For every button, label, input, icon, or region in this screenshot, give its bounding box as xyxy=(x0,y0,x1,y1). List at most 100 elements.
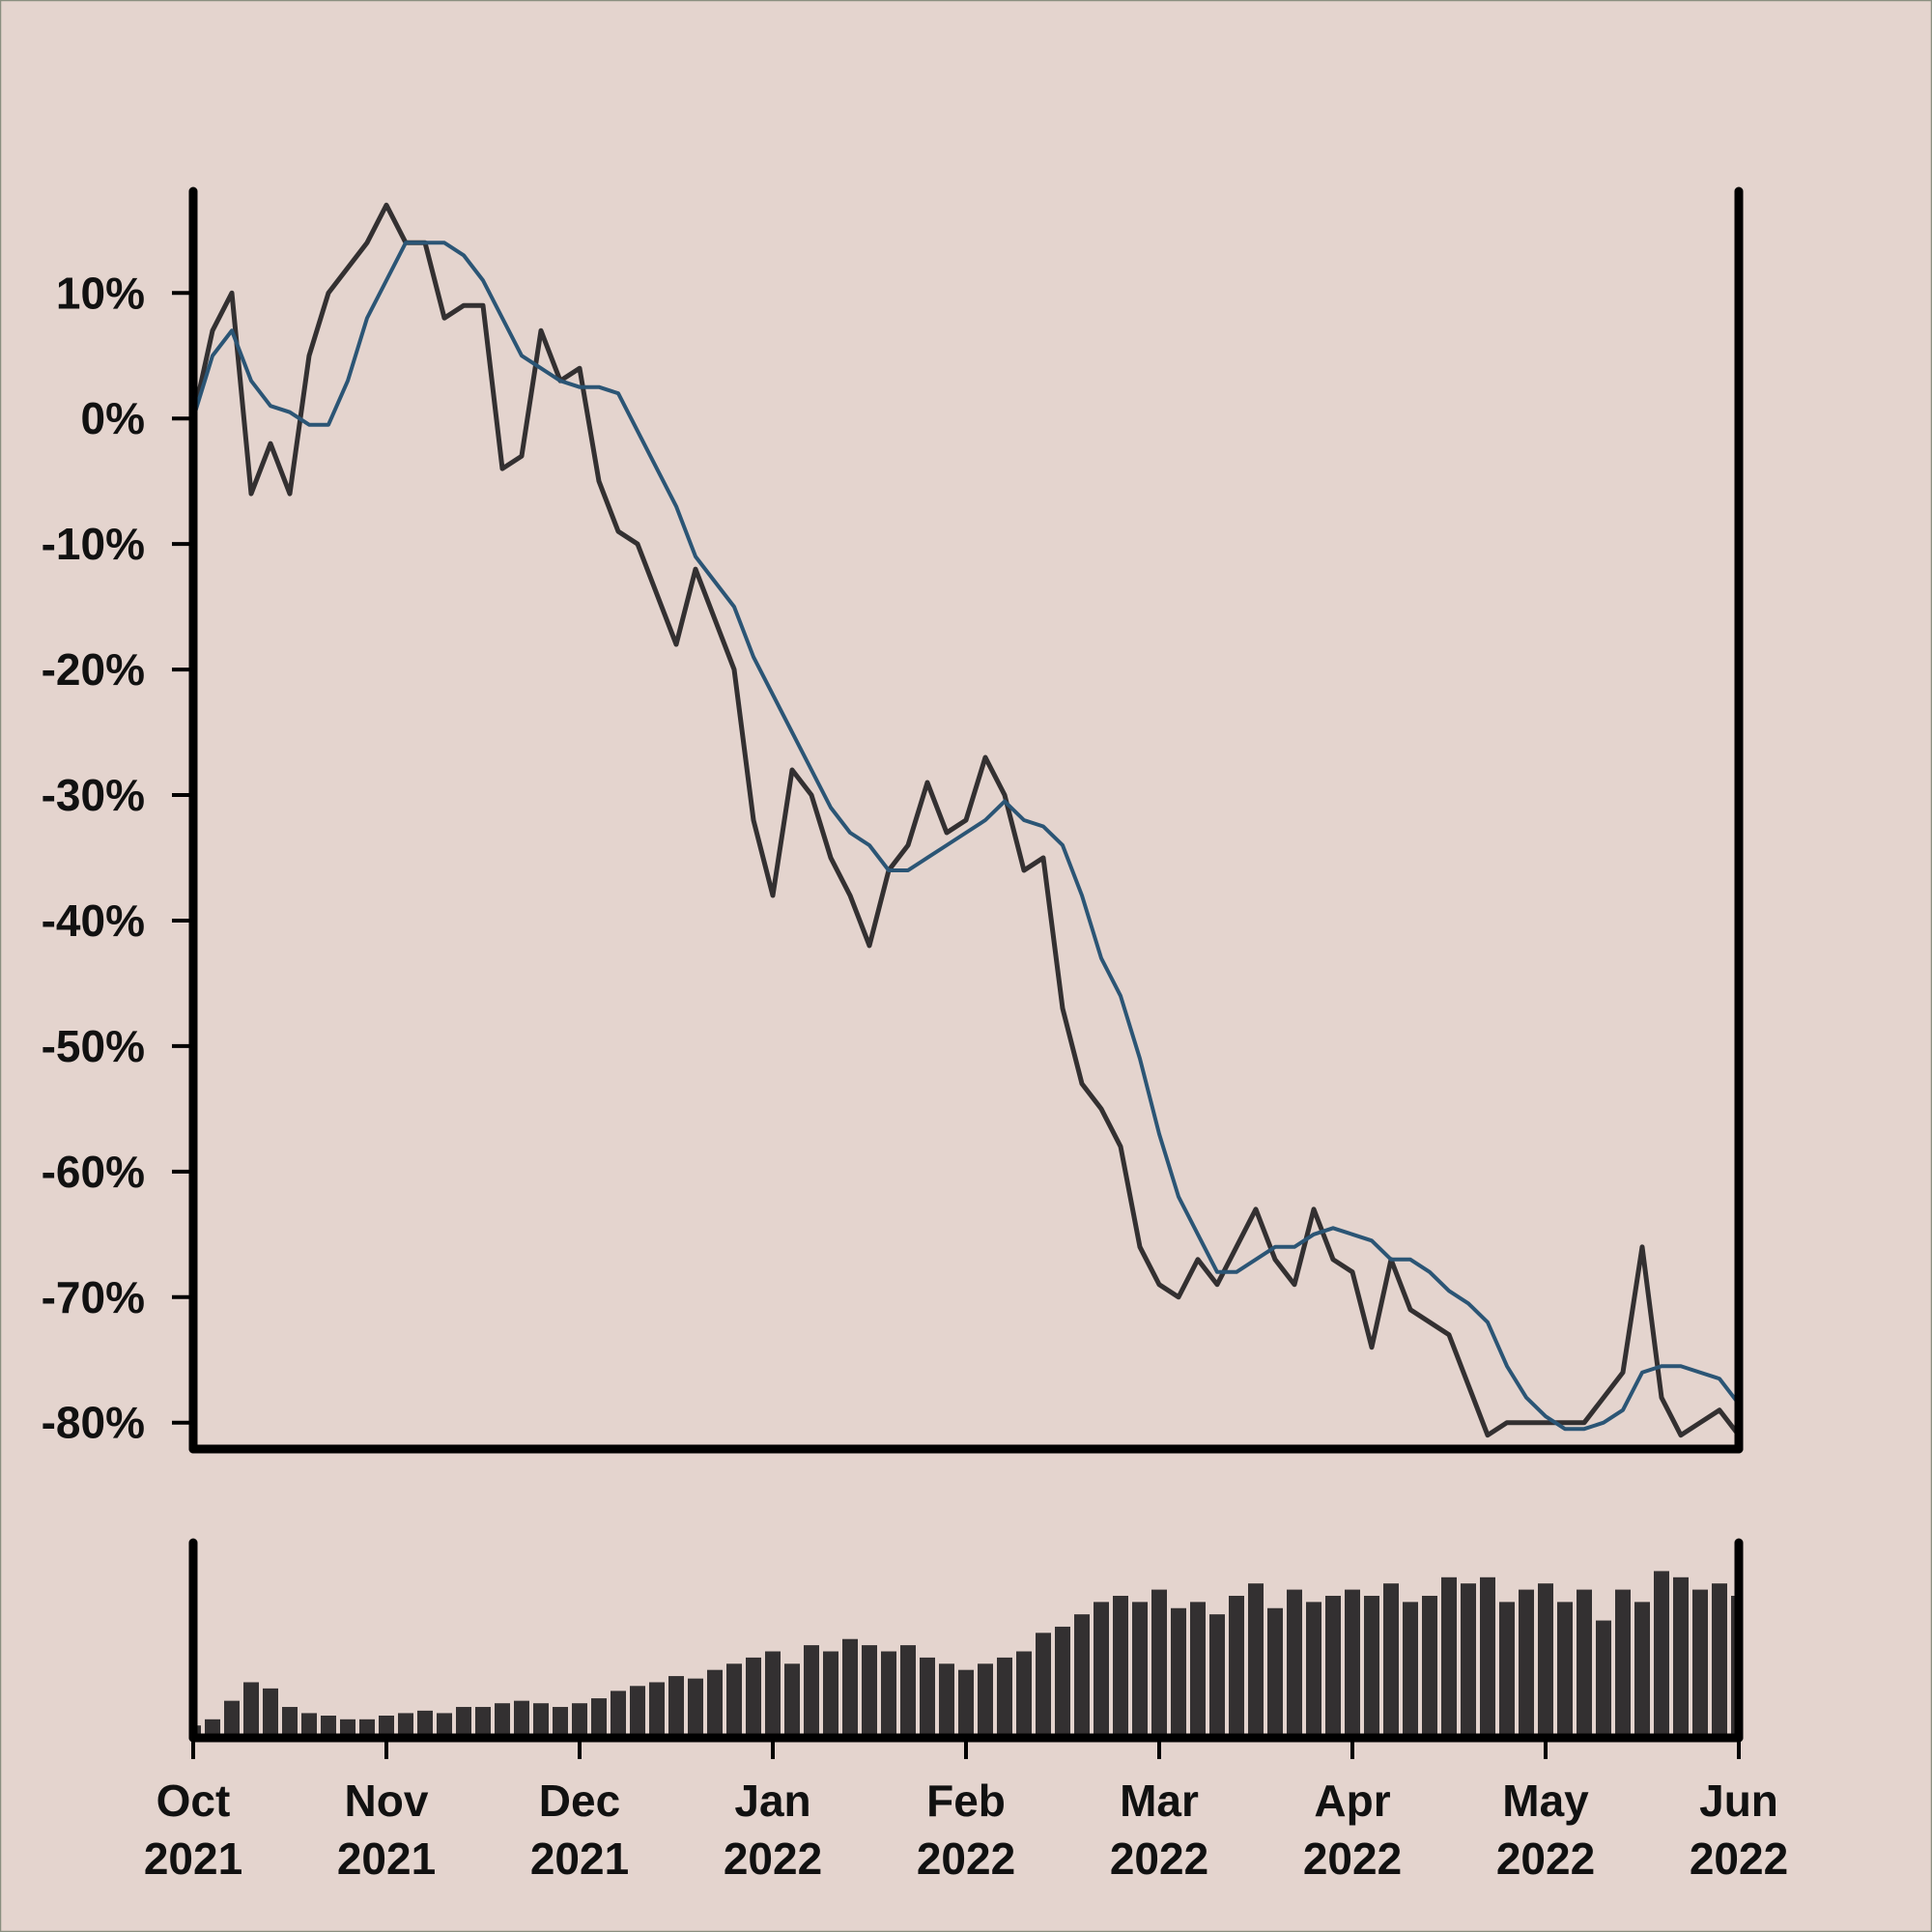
y-tick-label: -30% xyxy=(42,770,145,820)
y-tick-label: -20% xyxy=(42,644,145,695)
volume-bar xyxy=(688,1678,703,1738)
volume-bar xyxy=(804,1645,819,1738)
volume-bar xyxy=(282,1707,298,1738)
volume-bar xyxy=(1113,1595,1128,1738)
volume-bar xyxy=(417,1710,433,1738)
volume-bar xyxy=(842,1638,858,1738)
volume-bar xyxy=(1287,1589,1302,1738)
x-tick-label-line: 2021 xyxy=(530,1833,629,1884)
volume-bar xyxy=(1615,1589,1631,1738)
volume-bar xyxy=(726,1663,742,1738)
x-tick-label-line: May xyxy=(1502,1776,1589,1826)
volume-bar xyxy=(1171,1607,1186,1738)
y-tick-label: 10% xyxy=(56,268,145,318)
volume-bar xyxy=(1654,1571,1669,1738)
volume-bar xyxy=(321,1715,336,1738)
x-tick-label: Jan 2022 xyxy=(724,1776,822,1884)
volume-bar xyxy=(1480,1577,1495,1738)
x-tick-label-line: Jan xyxy=(734,1776,810,1826)
volume-bar xyxy=(765,1651,781,1738)
volume-bar xyxy=(1306,1602,1321,1738)
volume-bar xyxy=(359,1719,375,1738)
volume-bar xyxy=(1596,1620,1611,1738)
x-tick-label: Nov 2021 xyxy=(337,1776,436,1884)
x-tick-label-line: 2022 xyxy=(1690,1833,1788,1884)
x-tick-label-line: Oct xyxy=(156,1776,231,1826)
volume-bar xyxy=(881,1651,896,1738)
line xyxy=(193,241,1739,1432)
volume-bar xyxy=(900,1645,916,1738)
x-tick-label-line: Mar xyxy=(1120,1776,1199,1826)
volume-bar xyxy=(1229,1595,1244,1738)
volume-bar xyxy=(978,1663,993,1738)
volume-bar xyxy=(862,1645,877,1738)
y-tick-label: 0% xyxy=(81,393,145,443)
volume-bar xyxy=(533,1703,549,1738)
volume-bar xyxy=(1325,1595,1341,1738)
y-tick-label: -80% xyxy=(42,1398,145,1448)
volume-bar xyxy=(514,1700,529,1738)
volume-bar xyxy=(1538,1583,1553,1738)
volume-bar xyxy=(1364,1595,1379,1738)
volume-bar xyxy=(456,1707,471,1738)
x-tick-label: May 2022 xyxy=(1496,1776,1595,1884)
x-tick-label-line: Feb xyxy=(926,1776,1006,1826)
volume-bar xyxy=(1055,1626,1070,1738)
volume-bar xyxy=(243,1682,259,1738)
x-tick-label-line: 2022 xyxy=(724,1833,822,1884)
volume-bar xyxy=(611,1690,626,1738)
volume-bar xyxy=(1692,1589,1708,1738)
volume-bar xyxy=(224,1700,240,1738)
x-tick-label-line: 2021 xyxy=(337,1833,436,1884)
volume-bar xyxy=(707,1669,723,1738)
x-tick-label: Dec 2021 xyxy=(530,1776,629,1884)
volume-bar xyxy=(1074,1614,1090,1738)
volume-bar xyxy=(1441,1577,1457,1738)
x-tick-label: Jun 2022 xyxy=(1690,1776,1788,1884)
volume-bar xyxy=(1422,1595,1437,1738)
x-tick-label: Feb 2022 xyxy=(917,1776,1015,1884)
x-tick-label-line: 2022 xyxy=(1496,1833,1595,1884)
volume-bar xyxy=(263,1688,278,1738)
x-tick-label-line: Apr xyxy=(1314,1776,1390,1826)
y-tick-label: -10% xyxy=(42,519,145,569)
volume-bar xyxy=(1712,1583,1727,1738)
volume-bar xyxy=(939,1663,954,1738)
x-tick-label: Apr 2022 xyxy=(1303,1776,1402,1884)
volume-bar xyxy=(746,1657,761,1738)
volume-bar xyxy=(1499,1602,1515,1738)
volume-bar xyxy=(1209,1614,1225,1738)
volume-bar xyxy=(1345,1589,1360,1738)
volume-bar xyxy=(398,1713,413,1738)
volume-bar xyxy=(437,1713,452,1738)
volume-bar xyxy=(1383,1583,1399,1738)
volume-bar xyxy=(668,1676,684,1738)
volume-bar xyxy=(1151,1589,1167,1738)
volume-bar xyxy=(1267,1607,1283,1738)
volume-bar xyxy=(205,1719,220,1738)
volume-bar xyxy=(553,1707,568,1738)
x-tick-label: Oct 2021 xyxy=(144,1776,242,1884)
volume-bar xyxy=(784,1663,800,1738)
volume-bar xyxy=(1557,1602,1573,1738)
volume-bar xyxy=(997,1657,1012,1738)
x-tick-label-line: 2021 xyxy=(144,1833,242,1884)
volume-bar xyxy=(1094,1602,1109,1738)
volume-bar xyxy=(1403,1602,1418,1738)
x-tick-label-line: 2022 xyxy=(1303,1833,1402,1884)
volume-bar xyxy=(379,1715,394,1738)
x-tick-label-line: Jun xyxy=(1699,1776,1778,1826)
volume-bar xyxy=(340,1719,355,1738)
volume-bar xyxy=(475,1707,491,1738)
x-tick-label-line: 2022 xyxy=(917,1833,1015,1884)
volume-bar xyxy=(649,1682,665,1738)
volume-bar xyxy=(630,1686,645,1738)
axes: 10% 0% -10% -20% -30% -40% -50% -60% -70% -80% Oct… xyxy=(42,186,1788,1884)
volume-bar xyxy=(572,1703,587,1738)
volume-bar xyxy=(1577,1589,1592,1738)
volume-bar xyxy=(1248,1583,1264,1738)
volume-bar xyxy=(1036,1633,1051,1738)
volume-bar xyxy=(591,1698,607,1738)
